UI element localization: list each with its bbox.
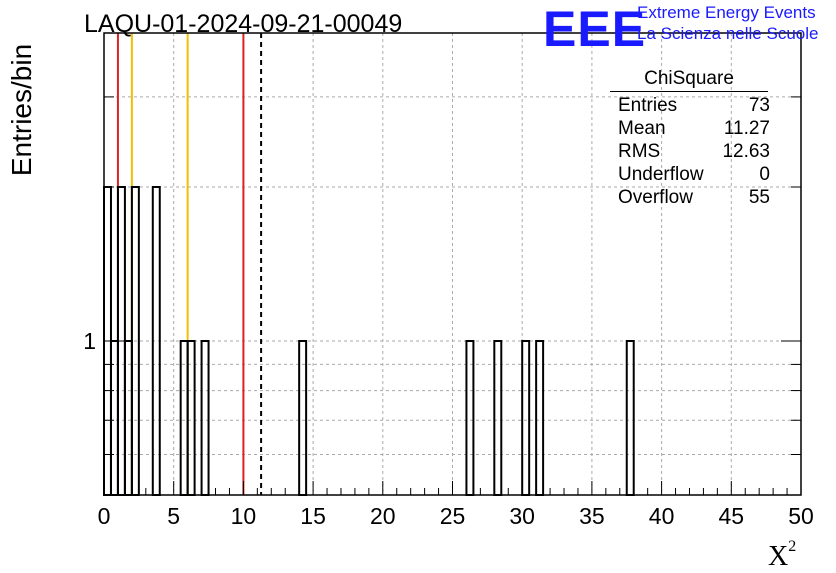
x-tick-label: 30 [509, 503, 535, 529]
x-tick-label: 25 [440, 503, 466, 529]
x-tick-label: 50 [788, 503, 814, 529]
x-tick-label: 40 [649, 503, 675, 529]
stats-box: ChiSquare Entries 73 Mean 11.27 RMS 12.63 Unde… [610, 68, 778, 209]
stats-value: 0 [759, 164, 770, 185]
chart-title: LAQU-01-2024-09-21-00049 [84, 10, 403, 38]
stats-label: Entries [618, 95, 678, 116]
y-tick-label: 1 [83, 328, 96, 354]
logo-line-1: Extreme Energy Events [637, 3, 816, 22]
stats-value: 12.63 [722, 141, 770, 162]
stats-title: ChiSquare [610, 68, 768, 92]
stats-row: Entries 73 [610, 94, 770, 117]
stats-rows: Entries 73 Mean 11.27 RMS 12.63 Underflow 0 Over… [610, 94, 778, 209]
x-tick-label: 10 [231, 503, 257, 529]
x-tick-label: 20 [370, 503, 396, 529]
x-tick-label: 45 [719, 503, 745, 529]
stats-value: 11.27 [723, 118, 770, 139]
y-axis-ticks: 1 [83, 96, 801, 455]
x-tick-label: 35 [579, 503, 605, 529]
stats-label: Mean [618, 118, 666, 139]
stats-row: Overflow 55 [610, 186, 770, 209]
x-tick-label: 0 [98, 503, 111, 529]
logo-line-2: La Scienza nelle Scuole [637, 24, 819, 43]
x-tick-label: 5 [167, 503, 180, 529]
stats-value: 55 [748, 187, 770, 208]
stats-label: Overflow [618, 187, 693, 208]
stats-row: Mean 11.27 [610, 117, 770, 140]
y-axis-label: Entries/bin [6, 43, 37, 177]
x-axis-ticks: 0 5 10 15 20 25 30 35 40 45 50 [98, 481, 814, 529]
stats-label: Underflow [618, 164, 704, 185]
stats-row: RMS 12.63 [610, 140, 770, 163]
x-tick-label: 15 [300, 503, 326, 529]
stats-row: Underflow 0 [610, 163, 770, 186]
eee-logo: EEE [543, 1, 647, 57]
stats-label: RMS [618, 141, 661, 162]
x-axis-label: X2 [768, 538, 797, 572]
stats-value: 73 [748, 95, 770, 116]
